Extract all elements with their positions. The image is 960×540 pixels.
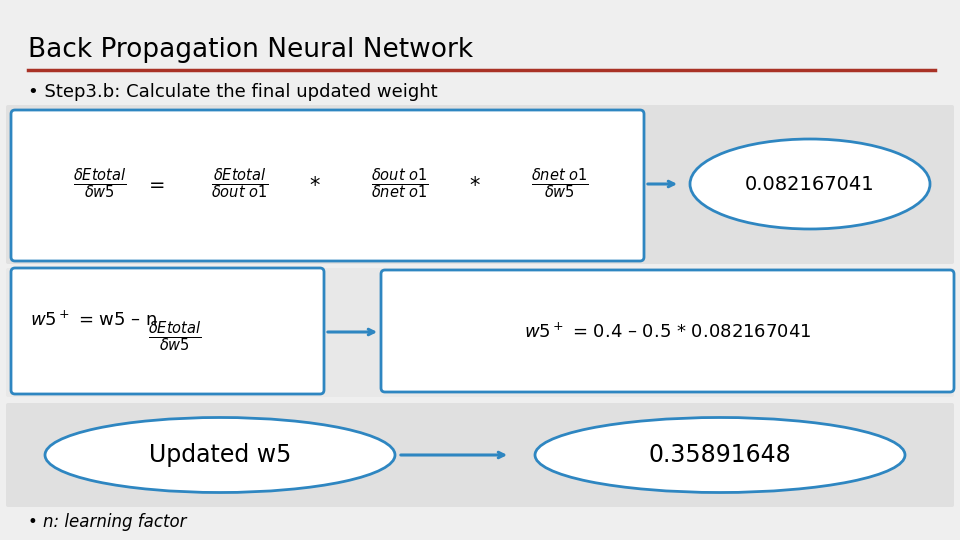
Text: 0.35891648: 0.35891648 (649, 443, 791, 467)
Text: $=$: $=$ (145, 174, 165, 193)
Text: $\frac{\delta out\ o1}{\delta net\ o1}$: $\frac{\delta out\ o1}{\delta net\ o1}$ (372, 167, 429, 201)
Text: $\frac{\delta Etotal}{\delta w5}$: $\frac{\delta Etotal}{\delta w5}$ (73, 167, 127, 201)
Text: $*$: $*$ (469, 174, 481, 194)
Text: $\frac{\delta Etotal}{\delta out\ o1}$: $\frac{\delta Etotal}{\delta out\ o1}$ (211, 167, 269, 201)
Text: Back Propagation Neural Network: Back Propagation Neural Network (28, 37, 473, 63)
FancyBboxPatch shape (6, 105, 954, 264)
Text: $\frac{\delta Etotal}{\delta w5}$: $\frac{\delta Etotal}{\delta w5}$ (148, 320, 202, 354)
Text: $*$: $*$ (309, 174, 321, 194)
Text: $\frac{\delta net\ o1}{\delta w5}$: $\frac{\delta net\ o1}{\delta w5}$ (531, 167, 588, 201)
Ellipse shape (690, 139, 930, 229)
Text: $w5^+$ = 0.4 – 0.5 * 0.082167041: $w5^+$ = 0.4 – 0.5 * 0.082167041 (524, 322, 812, 342)
Text: $w5^+$ = w5 – n: $w5^+$ = w5 – n (30, 310, 157, 329)
Text: • n: learning factor: • n: learning factor (28, 513, 186, 531)
FancyBboxPatch shape (11, 268, 324, 394)
Text: Updated w5: Updated w5 (149, 443, 291, 467)
Text: 0.082167041: 0.082167041 (745, 174, 875, 193)
Text: • Step3.b: Calculate the final updated weight: • Step3.b: Calculate the final updated w… (28, 83, 438, 101)
Ellipse shape (45, 417, 395, 492)
FancyBboxPatch shape (381, 270, 954, 392)
Ellipse shape (535, 417, 905, 492)
FancyBboxPatch shape (6, 268, 954, 397)
FancyBboxPatch shape (11, 110, 644, 261)
FancyBboxPatch shape (6, 403, 954, 507)
